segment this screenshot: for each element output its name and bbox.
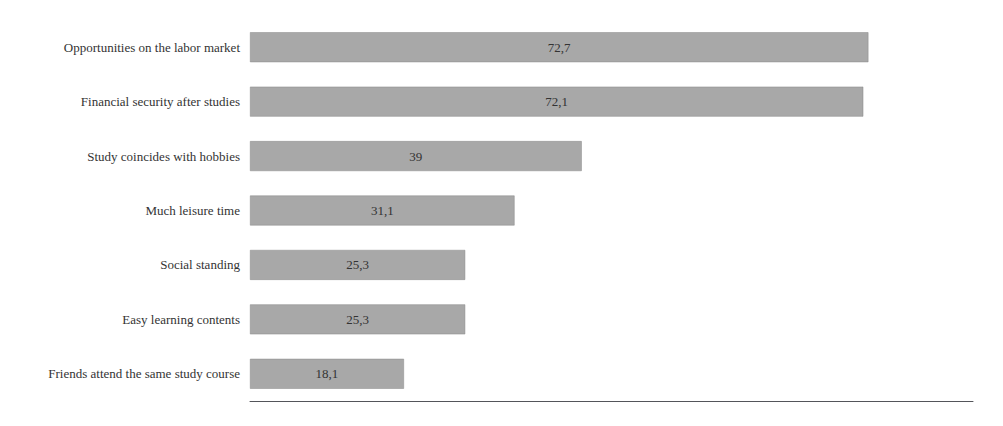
svg-text:72,7: 72,7 bbox=[548, 40, 571, 55]
svg-text:Financial security after studi: Financial security after studies bbox=[81, 94, 240, 109]
svg-text:25,3: 25,3 bbox=[346, 257, 369, 272]
svg-text:18,1: 18,1 bbox=[316, 366, 339, 381]
svg-text:Opportunities on the labor mar: Opportunities on the labor market bbox=[64, 40, 241, 55]
svg-text:Study coincides with hobbies: Study coincides with hobbies bbox=[87, 149, 240, 164]
svg-text:25,3: 25,3 bbox=[346, 312, 369, 327]
svg-text:Easy learning contents: Easy learning contents bbox=[122, 312, 240, 327]
svg-text:Social standing: Social standing bbox=[160, 257, 240, 272]
svg-text:31,1: 31,1 bbox=[371, 203, 394, 218]
svg-text:39: 39 bbox=[409, 149, 422, 164]
svg-text:Friends attend the same study: Friends attend the same study course bbox=[48, 366, 240, 381]
svg-text:Much leisure time: Much leisure time bbox=[145, 203, 240, 218]
svg-text:72,1: 72,1 bbox=[545, 94, 568, 109]
